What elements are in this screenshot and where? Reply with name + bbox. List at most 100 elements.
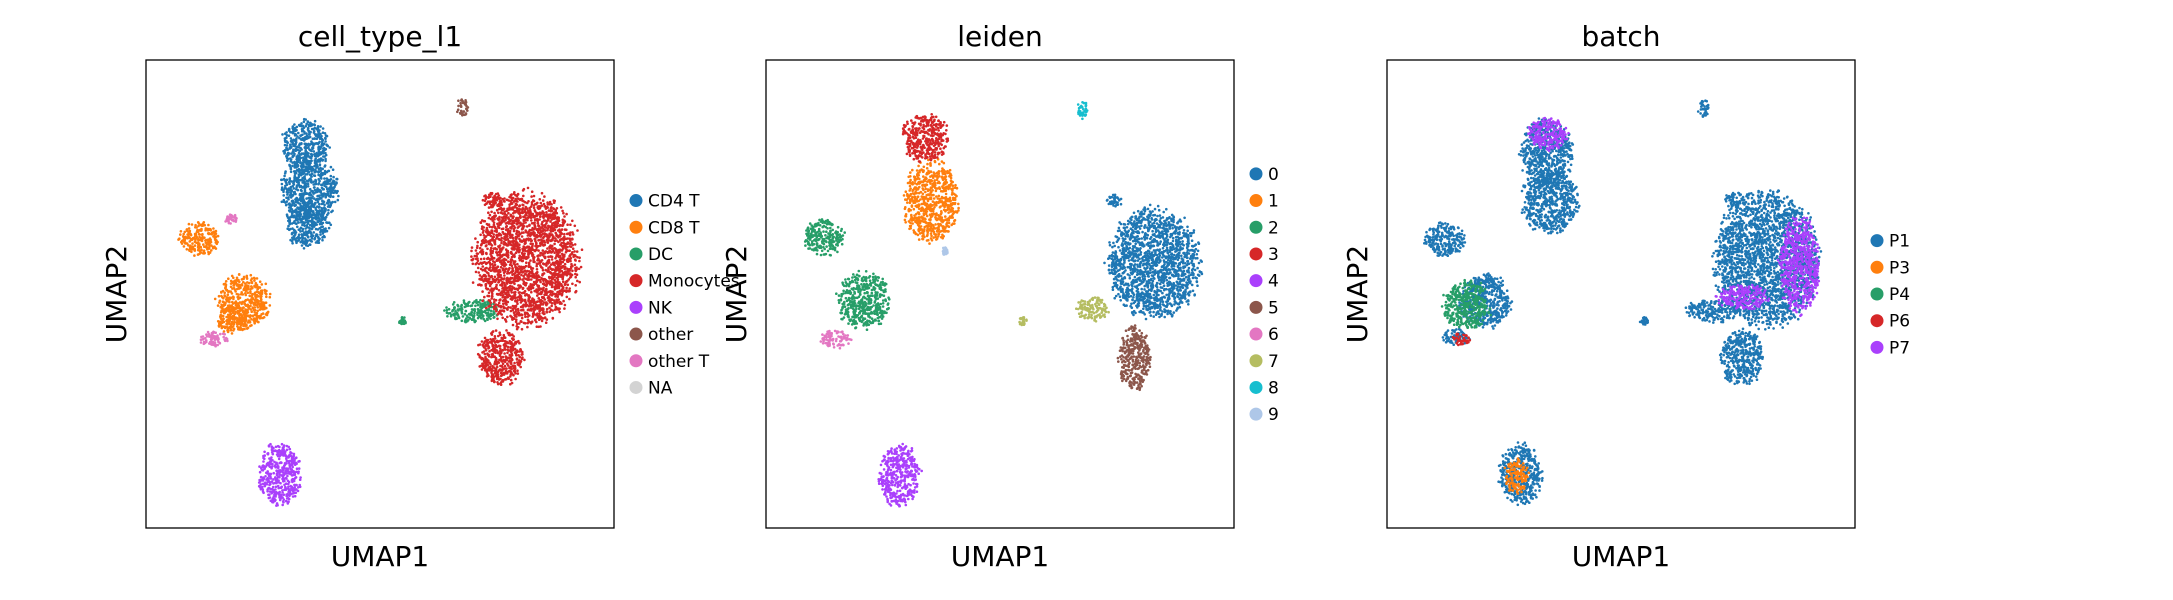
point [229, 326, 232, 330]
point [509, 251, 513, 255]
point [310, 172, 314, 176]
point [525, 261, 528, 265]
point [196, 245, 200, 248]
point [187, 222, 191, 226]
point [493, 307, 496, 311]
point [477, 315, 481, 318]
point [502, 305, 505, 308]
point [530, 222, 534, 225]
point [492, 221, 496, 224]
point [179, 230, 183, 233]
point [486, 311, 490, 315]
point [330, 201, 333, 205]
point [320, 206, 324, 210]
point [249, 298, 253, 301]
point [510, 352, 513, 355]
point [555, 216, 559, 220]
point [524, 213, 527, 217]
point [504, 369, 508, 373]
point [242, 275, 246, 279]
point [329, 165, 333, 169]
point [510, 291, 513, 294]
point [460, 306, 463, 310]
point [491, 364, 494, 368]
point [226, 293, 230, 297]
point [445, 308, 449, 312]
point [548, 306, 551, 310]
point [212, 227, 215, 230]
point [545, 311, 549, 314]
point [454, 309, 457, 313]
point [511, 323, 515, 327]
point [248, 294, 251, 298]
point [293, 190, 297, 194]
point [558, 224, 561, 228]
point [327, 182, 331, 185]
point [298, 215, 301, 219]
point [255, 283, 259, 287]
point [490, 290, 494, 294]
point [301, 227, 305, 231]
point [445, 306, 448, 309]
point [492, 264, 495, 268]
point [519, 216, 522, 220]
point [579, 265, 583, 269]
point [513, 247, 516, 250]
point [495, 345, 498, 348]
point [500, 216, 504, 219]
point [218, 301, 221, 304]
point [530, 246, 534, 250]
point [550, 294, 554, 297]
point [568, 245, 572, 248]
point [534, 280, 537, 284]
point [546, 247, 549, 250]
point [479, 302, 482, 305]
point [542, 277, 545, 281]
point [306, 185, 310, 188]
point [511, 269, 515, 273]
point [561, 276, 564, 280]
point [535, 288, 539, 292]
point [250, 287, 253, 290]
point [537, 257, 540, 260]
point [308, 187, 312, 191]
point [294, 203, 298, 207]
point [323, 132, 327, 135]
point [240, 316, 243, 320]
point [490, 373, 494, 377]
point [546, 206, 549, 209]
point [196, 253, 200, 256]
point [495, 339, 499, 343]
point [251, 292, 254, 296]
point [518, 359, 521, 362]
point [311, 202, 314, 205]
point [544, 290, 548, 294]
point [232, 329, 235, 332]
point [533, 260, 536, 264]
point [311, 146, 315, 150]
point [321, 238, 324, 242]
point [299, 156, 303, 160]
point [555, 301, 559, 304]
point [471, 258, 474, 262]
point [321, 144, 325, 147]
point [246, 321, 250, 324]
point [293, 175, 297, 179]
point [258, 314, 261, 318]
point [514, 310, 517, 313]
point [303, 224, 307, 227]
point [323, 177, 326, 180]
point [508, 333, 512, 337]
point [318, 158, 321, 161]
point [558, 310, 561, 314]
point [241, 277, 245, 281]
point [244, 304, 248, 308]
point [310, 169, 313, 173]
point [265, 295, 268, 299]
point [503, 336, 507, 340]
point [563, 307, 566, 310]
point [317, 145, 321, 148]
point [225, 322, 228, 326]
point [520, 270, 524, 274]
point [504, 258, 508, 262]
